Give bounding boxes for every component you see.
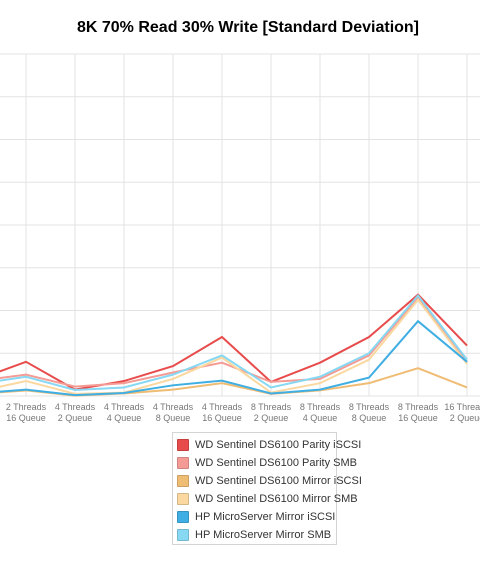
x-tick-label: 8 Threads 16 Queue (398, 402, 439, 423)
x-tick-label: 8 Threads 4 Queue (300, 402, 341, 423)
x-tick-label: 4 Threads 2 Queue (55, 402, 96, 423)
legend-label: WD Sentinel DS6100 Parity SMB (195, 457, 358, 469)
legend-item[interactable]: WD Sentinel DS6100 Mirror iSCSI (177, 472, 362, 490)
x-tick-label: 2 Threads 16 Queue (6, 402, 47, 423)
x-tick-label-line: 8 Threads (300, 402, 341, 412)
x-tick-label-line: 4 Queue (303, 413, 338, 423)
x-tick-label-line: 4 Threads (202, 402, 243, 412)
x-tick-label-line: 4 Threads (153, 402, 194, 412)
series-line-4 (0, 298, 468, 395)
x-tick-label-line: 8 Threads (349, 402, 390, 412)
legend-item[interactable]: WD Sentinel DS6100 Mirror SMB (177, 490, 358, 508)
chart-title: 8K 70% Read 30% Write [Standard Deviatio… (76, 19, 420, 36)
x-tick-label-line: 2 Queue (58, 413, 93, 423)
legend-label: WD Sentinel DS6100 Mirror iSCSI (195, 475, 362, 487)
legend: WD Sentinel DS6100 Parity iSCSI WD Sentin… (172, 432, 362, 545)
x-tick-label-line: 8 Threads (251, 402, 292, 412)
legend-item[interactable]: WD Sentinel DS6100 Parity iSCSI (177, 436, 361, 454)
x-tick-label-line: 16 Queue (6, 413, 46, 423)
x-tick-label: 4 Threads 8 Queue (153, 402, 194, 423)
legend-item[interactable]: HP MicroServer Mirror SMB (177, 526, 332, 544)
legend-swatch (177, 511, 189, 523)
legend-label: WD Sentinel DS6100 Mirror SMB (195, 493, 358, 505)
x-tick-label-line: 4 Threads (55, 402, 96, 412)
x-tick-label-line: 4 Queue (107, 413, 142, 423)
series-line-2 (0, 296, 468, 388)
series-line-5 (0, 319, 468, 397)
x-tick-label: 4 Threads 16 Queue (202, 402, 243, 423)
series-lines (0, 293, 468, 397)
legend-item[interactable]: HP MicroServer Mirror iSCSI (177, 508, 336, 526)
x-tick-label-line: 16 Queue (202, 413, 242, 423)
legend-swatch (177, 493, 189, 505)
legend-swatch (177, 439, 189, 451)
x-tick-label-line: 2 Queue (450, 413, 480, 423)
legend-item[interactable]: WD Sentinel DS6100 Parity SMB (177, 454, 357, 472)
series-line-3 (0, 367, 468, 397)
legend-swatch (177, 475, 189, 487)
x-tick-label-line: 16 Threads (444, 402, 480, 412)
x-tick-label-line: 8 Queue (352, 413, 387, 423)
series-line-1 (0, 293, 468, 391)
legend-swatch (177, 529, 189, 541)
legend-label: HP MicroServer Mirror SMB (195, 529, 332, 541)
grid-lines (0, 53, 480, 397)
x-tick-label-line: 8 Queue (156, 413, 191, 423)
x-tick-label-line: 2 Threads (6, 402, 47, 412)
x-tick-label: 4 Threads 4 Queue (104, 402, 145, 423)
x-tick-label-line: 4 Threads (104, 402, 145, 412)
x-tick-label-line: 2 Queue (254, 413, 289, 423)
x-tick-label: 8 Threads 2 Queue (251, 402, 292, 423)
series-line-6 (0, 293, 468, 392)
x-tick-label-line: 8 Threads (398, 402, 439, 412)
legend-swatch (177, 457, 189, 469)
x-tick-label-line: 16 Queue (398, 413, 438, 423)
x-tick-label: 8 Threads 8 Queue (349, 402, 390, 423)
legend-label: HP MicroServer Mirror iSCSI (195, 511, 336, 523)
legend-label: WD Sentinel DS6100 Parity iSCSI (195, 439, 362, 451)
